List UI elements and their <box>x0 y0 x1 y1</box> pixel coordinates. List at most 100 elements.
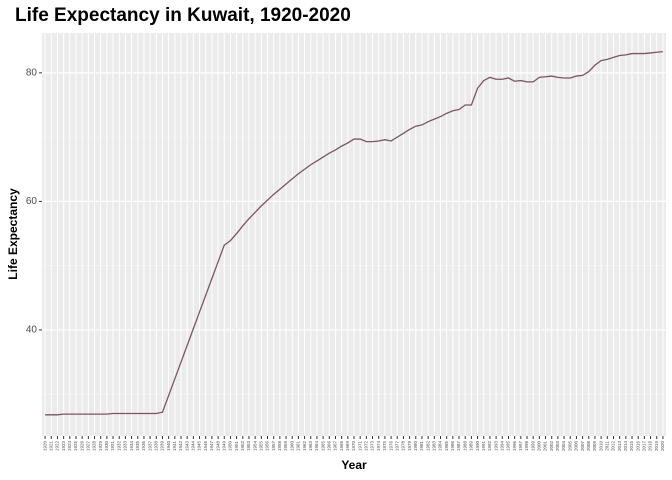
x-tick-label: 1943 <box>184 441 189 452</box>
x-tick-label: 1964 <box>314 441 319 452</box>
x-tick-label: 1933 <box>123 441 128 452</box>
x-tick-label: 1984 <box>438 441 443 452</box>
x-tick-label: 2006 <box>574 441 579 452</box>
x-tick-label: 1949 <box>221 441 226 452</box>
x-tick-label: 1993 <box>493 441 498 452</box>
x-tick-label: 1956 <box>265 441 270 452</box>
x-tick-label: 1923 <box>61 441 66 452</box>
x-tick-label: 1935 <box>135 441 140 452</box>
x-tick-label: 1920 <box>42 441 47 452</box>
x-tick-label: 1968 <box>339 441 344 452</box>
line <box>45 50 663 416</box>
x-tick-label: 1971 <box>357 441 362 452</box>
x-tick-label: 1927 <box>86 441 91 452</box>
x-tick-label: 1983 <box>432 441 437 452</box>
x-tick-label: 1960 <box>289 441 294 452</box>
x-tick-label: 1965 <box>320 441 325 452</box>
x-tick-label: 1953 <box>246 441 251 452</box>
x-tick-label: 1934 <box>129 441 134 452</box>
x-tick-label: 1981 <box>419 441 424 452</box>
x-tick-label: 1921 <box>48 441 53 452</box>
x-tick-label: 1986 <box>450 441 455 452</box>
x-tick-label: 2007 <box>580 441 585 452</box>
x-tick-label: 1976 <box>388 441 393 452</box>
x-tick-label: 1946 <box>203 441 208 452</box>
x-tick-label: 2013 <box>617 441 622 452</box>
x-tick-label: 1952 <box>240 441 245 452</box>
x-axis-title: Year <box>341 458 367 472</box>
x-tick-label: 2014 <box>623 441 628 452</box>
x-tick-label: 1931 <box>110 441 115 452</box>
x-tick-label: 1944 <box>191 441 196 452</box>
y-tick-label: 80 <box>26 67 38 78</box>
x-tick-label: 2004 <box>561 441 566 452</box>
x-tick-label: 1936 <box>141 441 146 452</box>
x-tick-label: 1992 <box>487 441 492 452</box>
x-tick-label: 2019 <box>654 441 659 452</box>
x-tick-label: 2005 <box>567 441 572 452</box>
x-tick-label: 1996 <box>512 441 517 452</box>
x-tick-label: 1980 <box>413 441 418 452</box>
x-tick-label: 1957 <box>271 441 276 452</box>
x-tick-label: 1977 <box>394 441 399 452</box>
x-tick-label: 1972 <box>364 441 369 452</box>
x-tick-label: 1974 <box>376 441 381 452</box>
y-axis-title: Life Expectancy <box>6 188 20 280</box>
x-tick-label: 1945 <box>197 441 202 452</box>
x-tick-label: 2016 <box>635 441 640 452</box>
x-tick-label: 2001 <box>543 441 548 452</box>
x-tick-label: 2009 <box>592 441 597 452</box>
x-tick-label: 2010 <box>598 441 603 452</box>
x-tick-label: 1999 <box>530 441 535 452</box>
x-tick-label: 1994 <box>499 441 504 452</box>
x-tick-label: 1942 <box>178 441 183 452</box>
x-tick-label: 1948 <box>215 441 220 452</box>
x-tick-label: 2012 <box>611 441 616 452</box>
x-tick-label: 1937 <box>147 441 152 452</box>
x-tick-label: 1979 <box>407 441 412 452</box>
x-tick-label: 1954 <box>252 441 257 452</box>
x-tick-label: 1932 <box>116 441 121 452</box>
x-tick-label: 1962 <box>302 441 307 452</box>
x-tick-label: 2002 <box>549 441 554 452</box>
x-tick-label: 2003 <box>555 441 560 452</box>
x-tick-label: 1978 <box>401 441 406 452</box>
x-tick-label: 1951 <box>234 441 239 452</box>
x-tick-label: 1938 <box>153 441 158 452</box>
x-tick-label: 1967 <box>333 441 338 452</box>
x-tick-label: 1973 <box>370 441 375 452</box>
x-tick-label: 1950 <box>228 441 233 452</box>
x-tick-label: 1991 <box>481 441 486 452</box>
x-tick-label: 1926 <box>79 441 84 452</box>
x-tick-label: 1939 <box>160 441 165 452</box>
x-tick-label: 1928 <box>92 441 97 452</box>
x-tick-label: 1958 <box>277 441 282 452</box>
x-tick-label: 1961 <box>296 441 301 452</box>
x-tick-label: 1925 <box>73 441 78 452</box>
x-tick-label: 1955 <box>259 441 264 452</box>
x-tick-label: 1929 <box>98 441 103 452</box>
x-tick-label: 1947 <box>209 441 214 452</box>
x-tick-label: 2020 <box>660 441 665 452</box>
x-tick-label: 1998 <box>524 441 529 452</box>
x-tick-label: 1959 <box>283 441 288 452</box>
x-tick-label: 2011 <box>604 441 609 451</box>
y-tick-label: 40 <box>26 325 38 336</box>
x-tick-label: 1970 <box>351 441 356 452</box>
x-tick-label: 1924 <box>67 441 72 452</box>
x-tick-label: 1990 <box>475 441 480 452</box>
x-tick-label: 1989 <box>469 441 474 452</box>
x-tick-label: 1966 <box>326 441 331 452</box>
x-tick-label: 1963 <box>308 441 313 452</box>
x-tick-label: 1988 <box>462 441 467 452</box>
x-tick-label: 1982 <box>425 441 430 452</box>
chart-title: Life Expectancy in Kuwait, 1920-2020 <box>15 5 351 26</box>
x-tick-label: 1995 <box>506 441 511 452</box>
x-tick-label: 2008 <box>586 441 591 452</box>
x-tick-label: 1940 <box>166 441 171 452</box>
x-tick-label: 1985 <box>444 441 449 452</box>
x-tick-label: 2018 <box>648 441 653 452</box>
x-tick-label: 2017 <box>642 441 647 452</box>
x-tick-label: 1941 <box>172 441 177 452</box>
